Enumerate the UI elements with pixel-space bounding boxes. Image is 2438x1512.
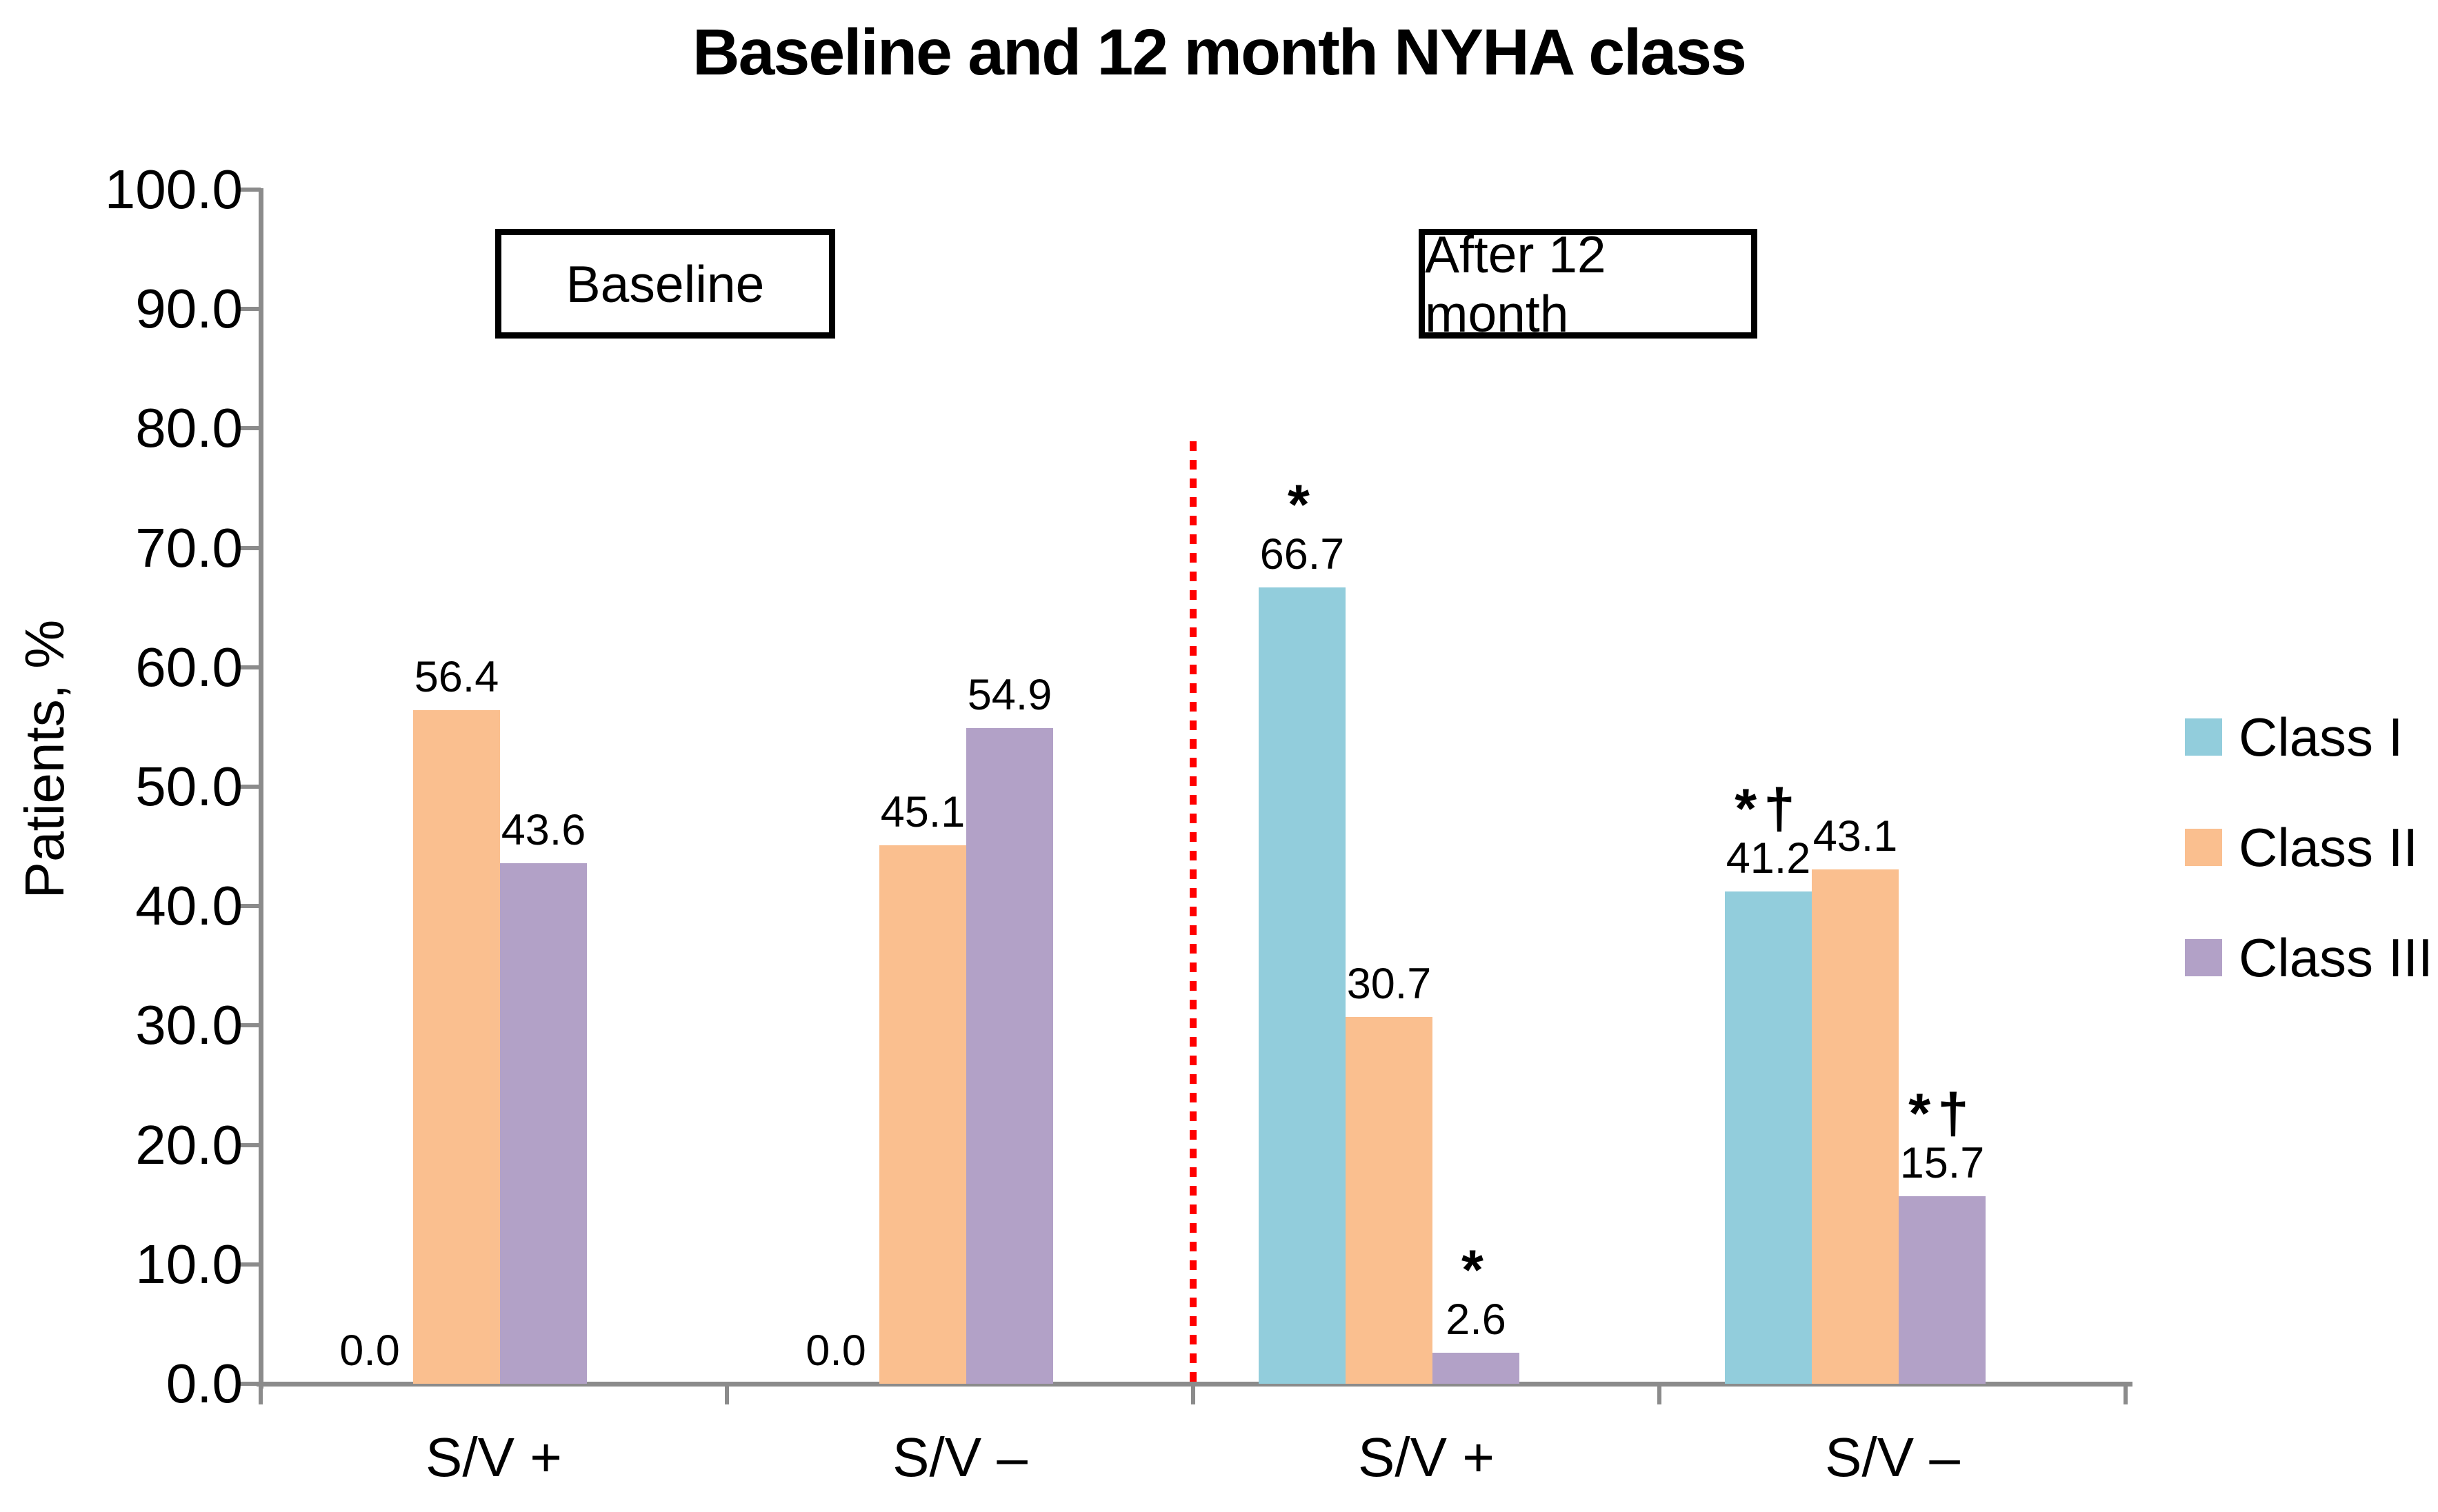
y-axis-tick: [238, 307, 261, 312]
y-axis-tick-label: 60.0: [135, 636, 243, 698]
legend-swatch-icon: [2185, 829, 2222, 866]
y-axis-tick-label: 100.0: [104, 159, 243, 220]
bar-label-stack: *† 15.7: [1871, 1071, 2013, 1188]
y-axis-tick-label: 90.0: [135, 278, 243, 340]
x-axis-tick: [1191, 1384, 1195, 1404]
y-axis-tick-label: 70.0: [135, 516, 243, 578]
x-axis-category-label: S/V +: [1358, 1427, 1495, 1488]
bar-value-label: 45.1: [880, 787, 966, 836]
after-12-month-period-box: After 12 month: [1419, 225, 1757, 343]
bar-class-iii-group3: [1432, 1352, 1519, 1384]
significance-marker: *: [1461, 1238, 1490, 1302]
significance-marker: *†: [1908, 1082, 1976, 1146]
y-axis-tick: [238, 1382, 261, 1386]
y-axis-line: [259, 188, 263, 1389]
bar-label-stack: *† 41.2: [1697, 766, 1839, 883]
y-axis-tick: [238, 188, 261, 192]
bar-label-stack: 56.4: [386, 585, 528, 702]
bar-value-label: 15.7: [1899, 1139, 1985, 1188]
x-axis-category-label: S/V +: [426, 1427, 562, 1488]
y-axis-tick-label: 30.0: [135, 994, 243, 1056]
bar-label-stack: 45.1: [852, 720, 994, 837]
x-axis-tick: [259, 1384, 263, 1404]
bar-value-label: 54.9: [967, 671, 1052, 720]
y-axis-tick-label: 10.0: [135, 1233, 243, 1295]
y-axis-tick: [238, 785, 261, 789]
bar-label-stack: 54.9: [939, 603, 1081, 720]
bar-class-i-group3: [1259, 587, 1346, 1384]
legend-item: Class III: [2185, 931, 2433, 985]
x-axis-tick: [2124, 1384, 2128, 1404]
bar-label-stack: * 66.7: [1231, 462, 1373, 579]
bar-value-label: 66.7: [1259, 530, 1345, 578]
bar-class-ii-group2: [879, 845, 966, 1384]
bar-value-label: 2.6: [1446, 1295, 1506, 1344]
y-axis-tick-label: 50.0: [135, 756, 243, 817]
legend-swatch-icon: [2185, 718, 2222, 756]
legend-label: Class III: [2239, 927, 2433, 988]
chart-title: Baseline and 12 month NYHA class: [692, 16, 1747, 89]
bar-class-iii-group4: [1899, 1196, 1986, 1384]
legend-item: Class I: [2185, 710, 2433, 764]
baseline-period-box: Baseline: [495, 229, 835, 339]
y-axis-tick: [238, 1142, 261, 1147]
x-axis-category-label: S/V –: [892, 1427, 1028, 1488]
bar-class-iii-group2: [966, 728, 1053, 1384]
bar-class-ii-group3: [1346, 1017, 1432, 1384]
legend-swatch-icon: [2185, 939, 2222, 976]
significance-marker: *†: [1735, 778, 1802, 841]
legend-label: Class II: [2239, 817, 2419, 878]
bar-label-stack: 0.0: [299, 1258, 441, 1375]
y-axis-tick: [238, 665, 261, 669]
bar-class-ii-group1: [413, 710, 500, 1384]
bar-class-i-group4: [1725, 891, 1812, 1384]
y-axis-tick: [238, 1262, 261, 1267]
bar-value-label: 30.7: [1346, 960, 1432, 1009]
bar-label-stack: * 2.6: [1405, 1227, 1547, 1344]
bar-label-stack: 30.7: [1318, 891, 1460, 1009]
y-axis-tick: [238, 904, 261, 909]
legend: Class I Class II Class III: [2185, 710, 2433, 1041]
bar-class-ii-group4: [1812, 869, 1899, 1384]
bar-class-iii-group1: [500, 863, 587, 1384]
legend-item: Class II: [2185, 820, 2433, 874]
baseline-period-label: Baseline: [566, 254, 765, 313]
bar-label-stack: 43.1: [1784, 744, 1926, 861]
bar-label-stack: 0.0: [765, 1258, 907, 1375]
period-separator-line: [1190, 441, 1197, 1382]
legend-label: Class I: [2239, 707, 2404, 767]
after-12-month-period-label: After 12 month: [1425, 225, 1606, 343]
y-axis-tick-label: 80.0: [135, 397, 243, 459]
x-axis-tick: [725, 1384, 729, 1404]
significance-marker: *: [1288, 473, 1317, 536]
bar-value-label: 43.1: [1812, 812, 1898, 860]
bar-value-label: 0.0: [806, 1327, 866, 1375]
y-axis-tick-label: 0.0: [166, 1353, 243, 1414]
bar-value-label: 0.0: [339, 1327, 400, 1375]
bar-value-label: 56.4: [414, 653, 499, 702]
x-axis-tick: [1657, 1384, 1661, 1404]
x-axis-category-label: S/V –: [1825, 1427, 1960, 1488]
y-axis-tick-label: 40.0: [135, 875, 243, 937]
y-axis-tick-label: 20.0: [135, 1113, 243, 1176]
bar-value-label: 43.6: [501, 805, 586, 854]
y-axis-tick: [238, 426, 261, 431]
bar-value-label: 41.2: [1726, 834, 1811, 883]
y-axis-tick: [238, 545, 261, 550]
bar-label-stack: 43.6: [472, 738, 615, 855]
y-axis-tick: [238, 1023, 261, 1028]
